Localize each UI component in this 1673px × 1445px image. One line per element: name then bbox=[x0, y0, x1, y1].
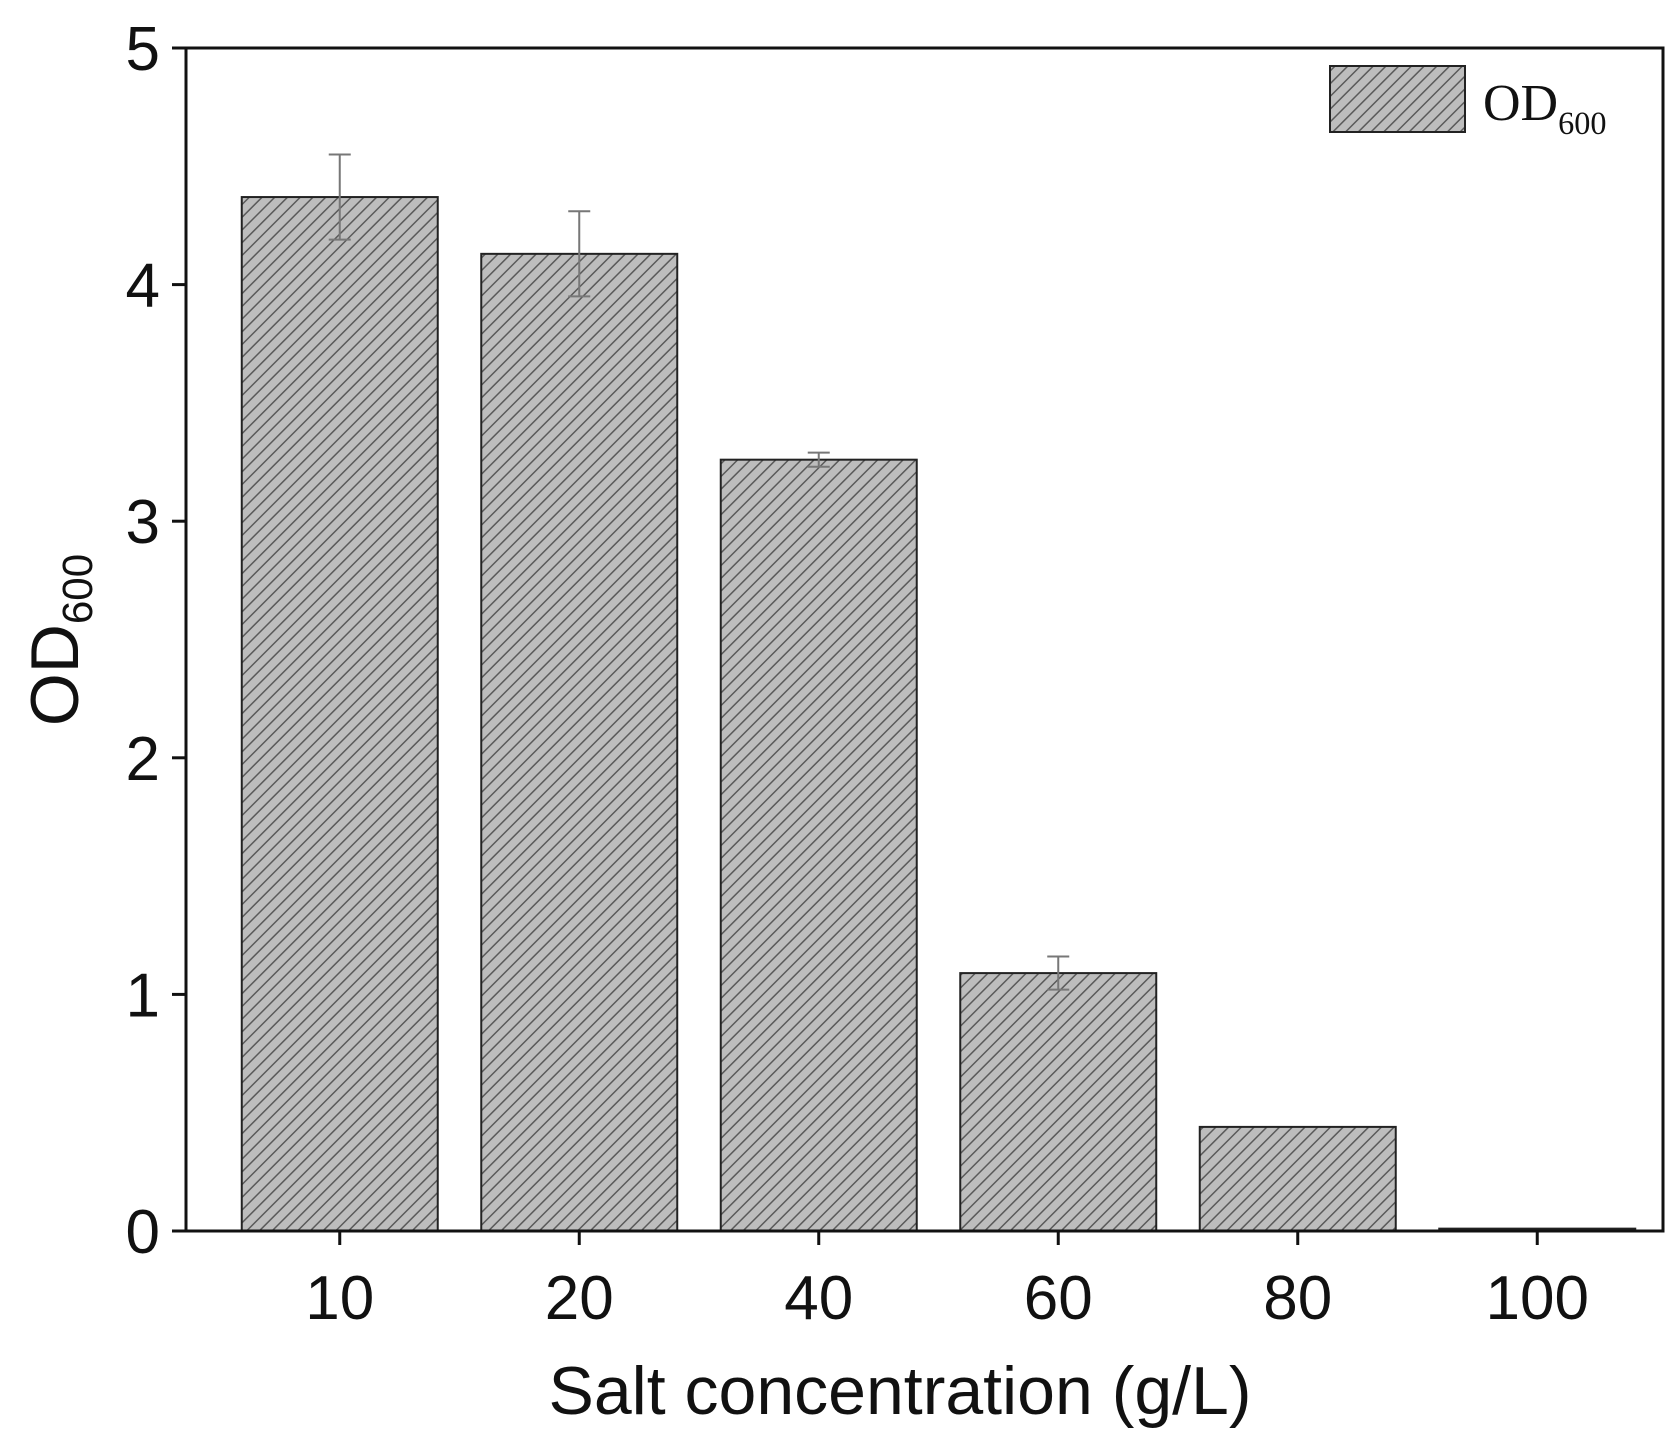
legend: OD600 bbox=[1329, 65, 1606, 141]
x-tick-label: 40 bbox=[784, 1264, 853, 1333]
error-bar-10 bbox=[328, 153, 351, 241]
y-axis-title: OD600 bbox=[17, 554, 101, 726]
bar-10 bbox=[240, 196, 439, 1233]
x-tick-label: 80 bbox=[1263, 1264, 1332, 1333]
legend-label-subscript: 600 bbox=[1558, 105, 1606, 141]
x-tick-label: 100 bbox=[1486, 1264, 1589, 1333]
x-tick-label: 10 bbox=[305, 1264, 374, 1333]
y-tick-label: 3 bbox=[126, 488, 160, 557]
error-bar-40 bbox=[807, 451, 830, 468]
y-tick-label: 1 bbox=[126, 961, 160, 1030]
bar-20 bbox=[480, 252, 679, 1233]
legend-label-main: OD bbox=[1483, 75, 1558, 132]
plot-frame bbox=[184, 46, 1665, 1233]
legend-label: OD600 bbox=[1483, 75, 1606, 141]
error-bar-20 bbox=[568, 210, 591, 298]
legend-swatch bbox=[1329, 65, 1466, 133]
y-axis-ticks: 0 1 2 3 4 5 bbox=[126, 15, 186, 1267]
y-tick-label: 2 bbox=[126, 725, 160, 794]
bar-40 bbox=[719, 458, 918, 1232]
bars-layer bbox=[240, 196, 1637, 1233]
x-tick-label: 60 bbox=[1024, 1264, 1093, 1333]
y-tick-label: 4 bbox=[126, 252, 160, 321]
x-axis-title: Salt concentration (g/L) bbox=[548, 1353, 1251, 1429]
error-bars-layer bbox=[328, 153, 1070, 991]
y-axis-title-subscript: 600 bbox=[54, 554, 101, 624]
bar-60 bbox=[959, 972, 1158, 1233]
x-tick-label: 20 bbox=[545, 1264, 614, 1333]
y-tick-label: 5 bbox=[126, 15, 160, 84]
y-tick-label: 0 bbox=[126, 1198, 160, 1267]
bar-80 bbox=[1198, 1125, 1397, 1232]
y-axis-title-main: OD bbox=[17, 624, 93, 726]
x-axis-ticks: 10 20 40 60 80 100 bbox=[305, 1231, 1589, 1333]
error-bar-60 bbox=[1047, 955, 1070, 991]
